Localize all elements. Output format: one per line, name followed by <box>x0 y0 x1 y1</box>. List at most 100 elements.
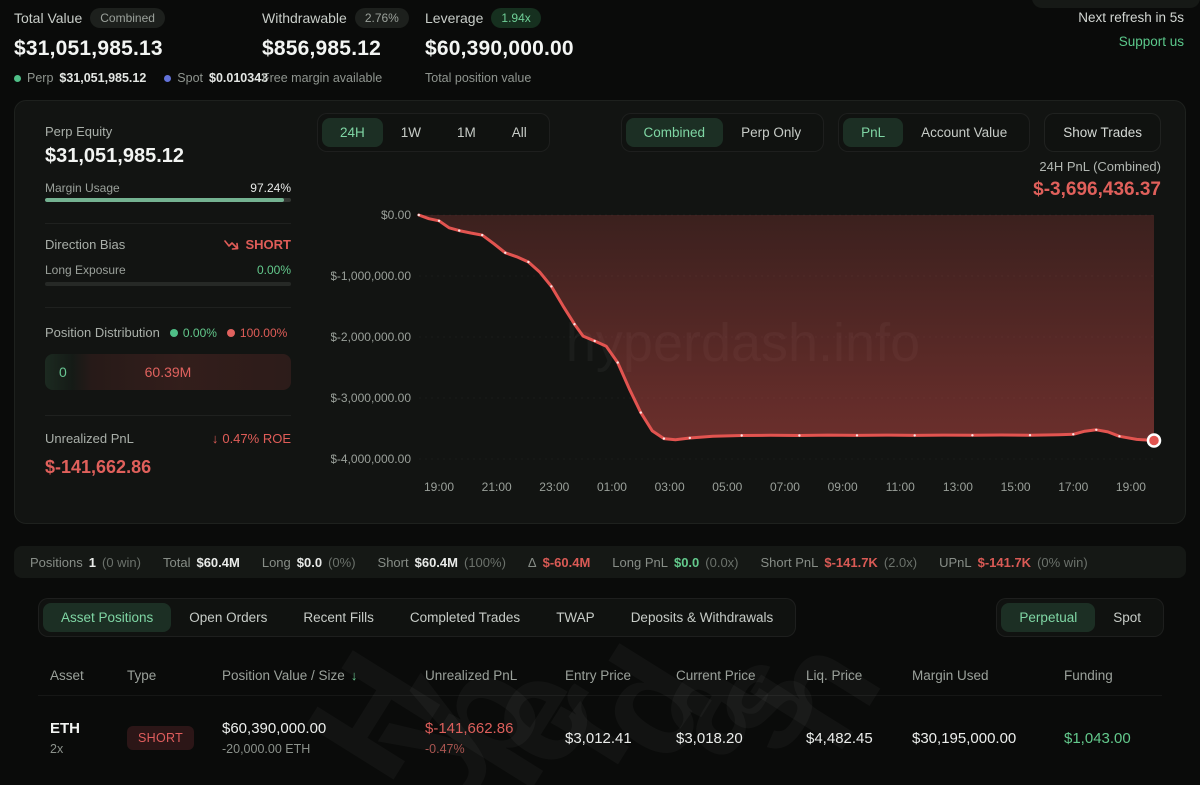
leverage-amount: $60,390,000.00 <box>425 37 574 60</box>
tab-1w[interactable]: 1W <box>400 125 422 140</box>
tab-deposits-withdrawals[interactable]: Deposits & Withdrawals <box>630 610 774 625</box>
divider <box>45 307 291 308</box>
positions-stat-long: Long $0.0 (0%) <box>261 554 356 570</box>
support-us-link[interactable]: Support us <box>1118 34 1184 49</box>
tab-perpetual[interactable]: Perpetual <box>1001 603 1096 632</box>
long-exposure-label: Long Exposure <box>45 263 126 277</box>
position-distribution-bar: 0 60.39M <box>45 354 291 390</box>
column-header-liq-price[interactable]: Liq. Price <box>806 668 863 683</box>
tab-completed-trades[interactable]: Completed Trades <box>409 610 521 625</box>
position-size: -20,000.00 ETH <box>222 742 311 756</box>
divider <box>45 415 291 416</box>
unrealized-pnl-value: $-141,662.86 <box>45 457 152 477</box>
x-axis-tick: 07:00 <box>770 480 800 494</box>
tab-asset-positions[interactable]: Asset Positions <box>43 603 172 632</box>
tab-recent-fills[interactable]: Recent Fills <box>303 610 374 625</box>
y-axis-tick: $-1,000,000.00 <box>331 269 411 283</box>
column-header-funding[interactable]: Funding <box>1064 668 1113 683</box>
positions-summary-bar: Positions 1 (0 win) Total $60.4M Long $0.0 (0%)… <box>14 546 1186 578</box>
chart-end-point <box>1146 433 1162 448</box>
sort-desc-icon: ↓ <box>350 668 358 683</box>
withdrawable-label: Withdrawable <box>262 10 347 26</box>
tab-1m[interactable]: 1M <box>457 125 476 140</box>
pnl-period-value: $-3,696,436.37 <box>1033 179 1161 200</box>
y-axis-tick: $-3,000,000.00 <box>331 391 411 405</box>
y-axis-tick: $0.00 <box>381 208 411 222</box>
x-axis-tick: 17:00 <box>1058 480 1088 494</box>
perp-dot-icon <box>14 74 21 82</box>
tab-spot[interactable]: Spot <box>1113 610 1141 625</box>
x-axis-tick: 19:00 <box>424 480 454 494</box>
withdrawable-sub: Free margin available <box>262 71 383 85</box>
perp-equity-value: $31,051,985.12 <box>45 145 185 167</box>
column-header-entry-price[interactable]: Entry Price <box>565 668 632 683</box>
equity-panel: Perp Equity $31,051,985.12 Margin Usage … <box>45 101 291 523</box>
entry-price: $3,012.41 <box>565 729 632 747</box>
distribution-long-pct: 0.00% <box>182 325 217 340</box>
x-axis-tick: 15:00 <box>1001 480 1031 494</box>
withdrawable-stat: Withdrawable 2.76% $856,985.12 Free marg… <box>262 8 409 85</box>
long-dot-icon <box>169 328 178 337</box>
leverage-badge: 1.94x <box>491 8 541 28</box>
x-axis-tick: 13:00 <box>943 480 973 494</box>
column-header-asset[interactable]: Asset <box>50 668 84 683</box>
unrealized-pnl-label: Unrealized PnL <box>45 431 134 446</box>
table-row[interactable]: ETH 2x SHORT $60,390,000.00 -20,000.00 E… <box>38 720 1162 756</box>
margin-usage-label: Margin Usage <box>45 181 120 195</box>
perp-value: $31,051,985.12 <box>59 71 147 85</box>
positions-tab-group: Asset Positions Open Orders Recent Fills Co… <box>38 598 797 637</box>
tab-combined[interactable]: Combined <box>625 118 724 147</box>
long-exposure-value: 0.00% <box>256 263 291 277</box>
pnl-area-fill <box>418 215 1154 441</box>
tab-twap[interactable]: TWAP <box>556 610 595 625</box>
pnl-period-label: 24H PnL (Combined) <box>1039 159 1161 174</box>
refresh-countdown: Next refresh in 5s <box>1078 10 1184 25</box>
tab-24h[interactable]: 24H <box>322 118 383 147</box>
portfolio-chart-card: Perp Equity $31,051,985.12 Margin Usage … <box>14 100 1186 524</box>
column-header-current-price[interactable]: Current Price <box>676 668 756 683</box>
x-axis-tick: 03:00 <box>655 480 685 494</box>
leverage-label: Leverage <box>425 10 484 26</box>
spot-value: $0.010343 <box>209 71 269 85</box>
asset-leverage: 2x <box>50 742 64 756</box>
margin-usage-bar <box>45 198 291 202</box>
column-header-unrealized-pnl[interactable]: Unrealized PnL <box>425 668 518 683</box>
withdrawable-amount: $856,985.12 <box>262 37 381 60</box>
position-type-badge: SHORT <box>127 726 195 750</box>
partial-header-pill <box>1032 0 1200 8</box>
tab-pnl[interactable]: PnL <box>843 118 904 147</box>
x-axis-tick: 05:00 <box>712 480 742 494</box>
margin-used: $30,195,000.00 <box>912 729 1017 747</box>
withdrawable-pct-badge: 2.76% <box>354 8 409 28</box>
combined-badge: Combined <box>90 8 165 28</box>
leverage-stat: Leverage 1.94x $60,390,000.00 Total posi… <box>425 8 574 85</box>
total-value-stat: Total Value Combined $31,051,985.13 Perp… <box>14 8 268 85</box>
long-exposure-bar <box>45 282 291 286</box>
positions-stat--: Δ $-60.4M <box>527 554 591 570</box>
y-axis-tick: $-2,000,000.00 <box>331 330 411 344</box>
margin-usage-bar-fill <box>45 198 285 202</box>
x-axis-tick: 01:00 <box>597 480 627 494</box>
positions-stat-total: Total $60.4M <box>163 554 240 570</box>
column-header-margin-used[interactable]: Margin Used <box>912 668 989 683</box>
tab-account-value[interactable]: Account Value <box>921 125 1008 140</box>
x-axis-tick: 23:00 <box>539 480 569 494</box>
column-header-type[interactable]: Type <box>127 668 157 683</box>
short-dot-icon <box>226 328 235 337</box>
show-trades-button[interactable]: Show Trades <box>1044 113 1161 152</box>
position-value: $60,390,000.00 <box>222 720 327 737</box>
tab-open-orders[interactable]: Open Orders <box>189 610 268 625</box>
tab-perp-only[interactable]: Perp Only <box>741 125 802 140</box>
row-unrealized-pnl-pct: -0.47% <box>425 742 465 756</box>
x-axis-tick: 19:00 <box>1116 480 1146 494</box>
perp-label: Perp <box>27 71 54 85</box>
pnl-chart[interactable]: $0.00 $-1,000,000.00 $-2,000,000.00 $-3,000… <box>330 201 1191 503</box>
distribution-long-value: 0 <box>59 364 67 380</box>
row-unrealized-pnl: $-141,662.86 <box>425 720 514 737</box>
positions-stat-short: Short $60.4M (100%) <box>377 554 506 570</box>
positions-stat-short-pnl: Short PnL $-141.7K (2.0x) <box>760 554 918 570</box>
column-header-position-value-size[interactable]: Position Value / Size ↓ <box>222 668 358 683</box>
direction-bias-value: SHORT <box>245 237 292 252</box>
tab-all[interactable]: All <box>511 125 527 140</box>
